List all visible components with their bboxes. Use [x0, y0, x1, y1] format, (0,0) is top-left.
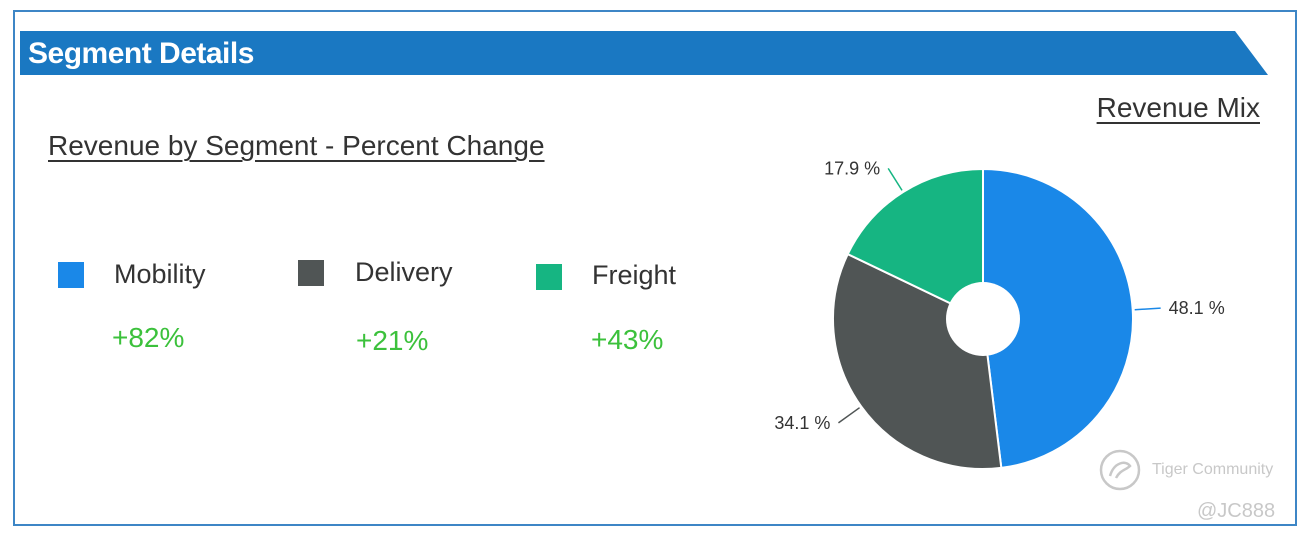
- freight-change: +43%: [591, 324, 664, 355]
- slice-label-delivery: 34.1 %: [774, 413, 830, 433]
- delivery-change: +21%: [356, 325, 429, 356]
- revenue-mix-pie-chart: 48.1 % 34.1 % 17.9 %: [774, 158, 1225, 470]
- donut-hole: [946, 282, 1020, 356]
- revenue-mix-title: Revenue Mix: [1096, 92, 1260, 123]
- pie-slice-freight: [846, 167, 984, 321]
- tiger-community-logo-icon: [1099, 449, 1141, 491]
- slice-label-freight: 17.9 %: [824, 158, 880, 178]
- pie-slice-mobility: [982, 167, 1134, 469]
- freight-label: Freight: [592, 260, 677, 290]
- percent-change-title: Revenue by Segment - Percent Change: [48, 130, 545, 161]
- leader-line-mobility: [1134, 307, 1161, 311]
- delivery-label: Delivery: [355, 257, 453, 287]
- mobility-change: +82%: [112, 322, 185, 353]
- leader-line-freight: [887, 167, 903, 191]
- watermark-brand: Tiger Community: [1152, 461, 1274, 478]
- watermark-user: @JC888: [1197, 500, 1276, 522]
- delivery-swatch: [298, 260, 324, 286]
- page-title: Segment Details: [28, 37, 254, 70]
- mobility-swatch: [58, 262, 84, 288]
- slice-label-mobility: 48.1 %: [1169, 298, 1225, 318]
- freight-swatch: [536, 264, 562, 290]
- leader-line-delivery: [838, 407, 860, 424]
- header-banner: [20, 31, 1268, 75]
- mobility-label: Mobility: [114, 259, 206, 289]
